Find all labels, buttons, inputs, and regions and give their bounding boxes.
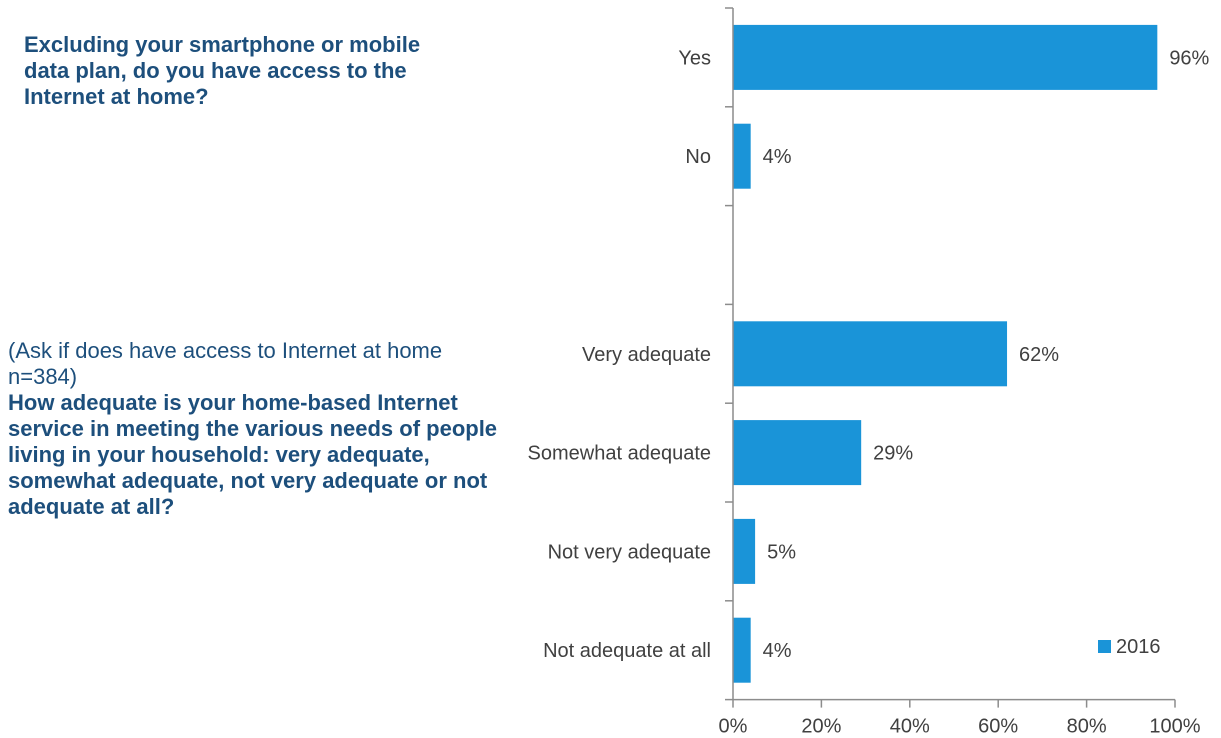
category-label: Very adequate	[582, 344, 711, 366]
axes-group: 0% 20% 40% 60% 80% 100%	[719, 7, 1201, 738]
category-label: No	[685, 146, 711, 168]
data-label: 4%	[763, 146, 792, 168]
bars-group: Yes 96% No 4% Very adequate 62% Somewhat adequ…	[528, 24, 1210, 683]
data-label: 4%	[763, 640, 792, 662]
x-tick-label: 80%	[1067, 716, 1107, 738]
category-label: Somewhat adequate	[528, 443, 711, 465]
x-tick-label: 0%	[719, 716, 748, 738]
bar	[733, 518, 756, 584]
bar	[733, 123, 751, 189]
question-1-text: Excluding your smartphone or mobile data…	[24, 32, 421, 109]
x-tick-label: 60%	[978, 716, 1018, 738]
x-tick-label: 20%	[801, 716, 841, 738]
x-tick-label: 100%	[1149, 716, 1200, 738]
question-2-block: (Ask if does have access to Internet at …	[8, 338, 498, 520]
data-label: 96%	[1169, 47, 1209, 69]
question-2-note: (Ask if does have access to Internet at …	[8, 338, 443, 389]
category-label: Not very adequate	[548, 541, 711, 563]
legend: 2016	[1098, 636, 1161, 658]
category-label: Yes	[678, 47, 711, 69]
bar	[733, 420, 862, 486]
question-2-text: How adequate is your home-based Internet…	[8, 390, 498, 519]
data-label: 62%	[1019, 344, 1059, 366]
bar	[733, 617, 751, 683]
data-label: 29%	[873, 443, 913, 465]
bar	[733, 321, 1008, 387]
bar	[733, 24, 1158, 90]
legend-label: 2016	[1116, 636, 1161, 658]
category-label: Not adequate at all	[543, 640, 711, 662]
x-tick-label: 40%	[890, 716, 930, 738]
legend-swatch	[1098, 640, 1111, 653]
data-label: 5%	[767, 541, 796, 563]
